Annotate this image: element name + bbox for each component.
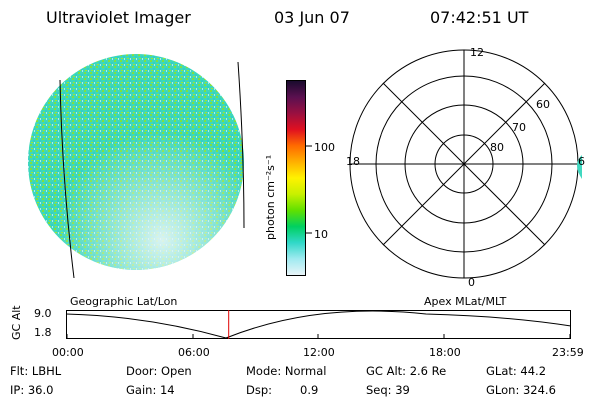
status-mode: Mode: Normal — [246, 364, 327, 378]
image-caption: Geographic Lat/Lon — [70, 295, 178, 308]
polar-caption: Apex MLat/MLT — [424, 295, 507, 308]
mlt-label-18: 18 — [346, 155, 360, 168]
timeline-xtick-0600: 06:00 — [178, 346, 210, 359]
colorbar — [286, 80, 306, 276]
status-gain: Gain: 14 — [126, 383, 175, 397]
polar-emission-edge — [577, 155, 582, 179]
polar-plot — [349, 49, 582, 279]
status-door: Door: Open — [126, 364, 192, 378]
colorbar-tick-10: 10 — [314, 228, 328, 241]
altitude-trace — [66, 310, 572, 339]
time-label: 07:42:51 UT — [430, 8, 529, 27]
status-dsp-label: Dsp: — [246, 383, 273, 397]
terminator-line-left — [59, 79, 75, 279]
colorbar-tick-100: 100 — [314, 141, 335, 154]
colorbar-label: photon cm⁻²s⁻¹ — [264, 154, 277, 240]
instrument-title: Ultraviolet Imager — [46, 8, 191, 27]
terminator-line-right — [237, 61, 245, 229]
status-gcalt: GC Alt: 2.6 Re — [366, 364, 447, 378]
status-glat: GLat: 44.2 — [486, 364, 547, 378]
timeline-xtick-1200: 12:00 — [303, 346, 335, 359]
mlt-label-6: 6 — [578, 155, 585, 168]
timeline-plot[interactable] — [66, 310, 572, 342]
status-flt: Flt: LBHL — [10, 364, 62, 378]
mlt-label-0: 0 — [468, 276, 475, 289]
timeline-xtick-0000: 00:00 — [52, 346, 84, 359]
mlt-label-12: 12 — [470, 46, 484, 59]
mlat-label-80: 80 — [490, 141, 504, 154]
date-label: 03 Jun 07 — [274, 8, 350, 27]
colorbar-axis — [306, 145, 312, 234]
status-seq: Seq: 39 — [366, 383, 410, 397]
timeline-ytick-bottom: 1.8 — [34, 326, 52, 339]
status-dsp-value: 0.9 — [300, 383, 319, 397]
timeline-xtick-2359: 23:59 — [552, 346, 584, 359]
timeline-ytick-top: 9.0 — [34, 307, 52, 320]
timeline-xtick-1800: 18:00 — [429, 346, 461, 359]
polar-diag-2 — [382, 82, 546, 246]
status-ip: IP: 36.0 — [10, 383, 54, 397]
mlat-label-70: 70 — [512, 121, 526, 134]
timeline-ylabel: GC Alt — [10, 305, 23, 340]
status-glon: GLon: 324.6 — [486, 383, 556, 397]
mlat-label-60: 60 — [536, 98, 550, 111]
